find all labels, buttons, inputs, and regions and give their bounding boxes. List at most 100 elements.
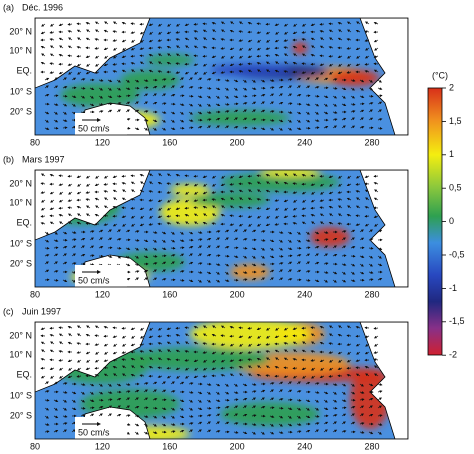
wind-vector	[301, 53, 307, 57]
wind-vector	[158, 173, 163, 177]
wind-vector	[221, 63, 226, 67]
wind-vector	[194, 221, 199, 225]
wind-vector	[305, 111, 310, 115]
wind-vector	[257, 69, 262, 73]
wind-vector	[188, 231, 194, 235]
wind-vector	[125, 109, 130, 113]
wind-vector	[121, 182, 127, 185]
wind-vector	[320, 37, 325, 41]
anomaly	[190, 110, 290, 126]
wind-vector	[121, 215, 127, 218]
wind-vector	[265, 223, 271, 227]
lat-label: 20° N	[9, 178, 32, 188]
wind-vector	[283, 39, 289, 42]
wind-vector	[71, 77, 77, 81]
wind-vector	[113, 47, 118, 51]
wind-vector	[229, 223, 235, 226]
wind-vector	[62, 231, 68, 235]
wind-vector	[215, 117, 221, 121]
wind-vector	[266, 181, 271, 185]
wind-vector	[59, 191, 64, 195]
wind-vector	[365, 47, 370, 51]
wind-vector	[143, 110, 149, 113]
wind-vector	[337, 22, 343, 25]
wind-vector	[193, 206, 199, 210]
wind-vector	[269, 239, 275, 243]
wind-vector	[122, 189, 127, 193]
wind-vector	[220, 183, 226, 187]
wind-vector	[85, 198, 91, 201]
wind-vector	[85, 55, 91, 58]
wind-vector	[278, 269, 283, 273]
wind-vector	[323, 77, 329, 81]
wind-vector	[251, 229, 257, 233]
wind-vector	[283, 181, 289, 185]
wind-vector	[193, 22, 199, 26]
wind-vector	[116, 87, 122, 91]
land-america	[359, 18, 408, 135]
anomaly	[190, 322, 310, 349]
wind-vector	[125, 87, 131, 90]
wind-vector	[310, 71, 316, 75]
wind-vector	[296, 111, 302, 115]
wind-vector	[53, 261, 58, 265]
wind-vector	[211, 175, 217, 179]
wind-vector	[179, 85, 185, 89]
wind-vector	[166, 207, 172, 211]
wind-vector	[350, 87, 355, 91]
colorbar-label: 0	[449, 216, 454, 226]
wind-vector	[116, 109, 121, 113]
wind-vector	[215, 263, 221, 266]
wind-vector	[107, 87, 112, 91]
wind-vector	[265, 173, 271, 177]
wind-vector	[143, 269, 149, 273]
wind-vector	[305, 85, 311, 89]
wind-vector	[80, 78, 86, 81]
wind-vector	[41, 53, 46, 57]
wind-vector	[152, 269, 157, 273]
wind-vector	[94, 183, 100, 187]
wind-vector	[152, 119, 158, 123]
wind-vector	[251, 255, 256, 259]
map-frame	[34, 17, 409, 136]
wind-vector	[193, 63, 199, 66]
wind-vector	[283, 70, 289, 73]
wind-vector	[67, 206, 73, 210]
wind-vector	[107, 246, 113, 250]
wind-vector	[113, 21, 118, 25]
wind-vector	[373, 55, 379, 58]
wind-vector	[62, 111, 67, 115]
wind-vector	[194, 37, 199, 41]
wind-vector	[247, 55, 253, 58]
wind-vector	[275, 207, 280, 211]
wind-vector	[274, 53, 280, 57]
wind-vector	[212, 63, 217, 67]
wind-vector	[185, 45, 190, 49]
wind-vector	[71, 238, 77, 242]
wind-vector	[44, 254, 50, 257]
wind-vector	[301, 31, 307, 34]
wind-vector	[310, 37, 316, 41]
wind-vector	[184, 183, 190, 186]
wind-vector	[233, 255, 239, 258]
lon-label: 200	[230, 441, 245, 451]
wind-vector	[220, 197, 226, 201]
wind-vector	[170, 93, 176, 97]
wind-vector	[62, 246, 68, 249]
wind-vector	[292, 45, 298, 49]
map-panel	[35, 322, 408, 439]
wind-vector	[179, 278, 185, 282]
wind-vector	[377, 109, 382, 113]
wind-vector	[175, 207, 181, 210]
wind-vector	[328, 46, 334, 49]
wind-vector	[170, 239, 176, 243]
lon-label: 200	[230, 289, 245, 299]
wind-vector	[206, 237, 212, 241]
wind-vector	[113, 197, 118, 201]
wind-vector	[140, 39, 145, 43]
wind-vector	[116, 246, 122, 250]
wind-vector	[256, 215, 262, 219]
wind-vector	[58, 199, 64, 203]
wind-vector	[260, 263, 266, 266]
wind-vector	[50, 23, 55, 27]
